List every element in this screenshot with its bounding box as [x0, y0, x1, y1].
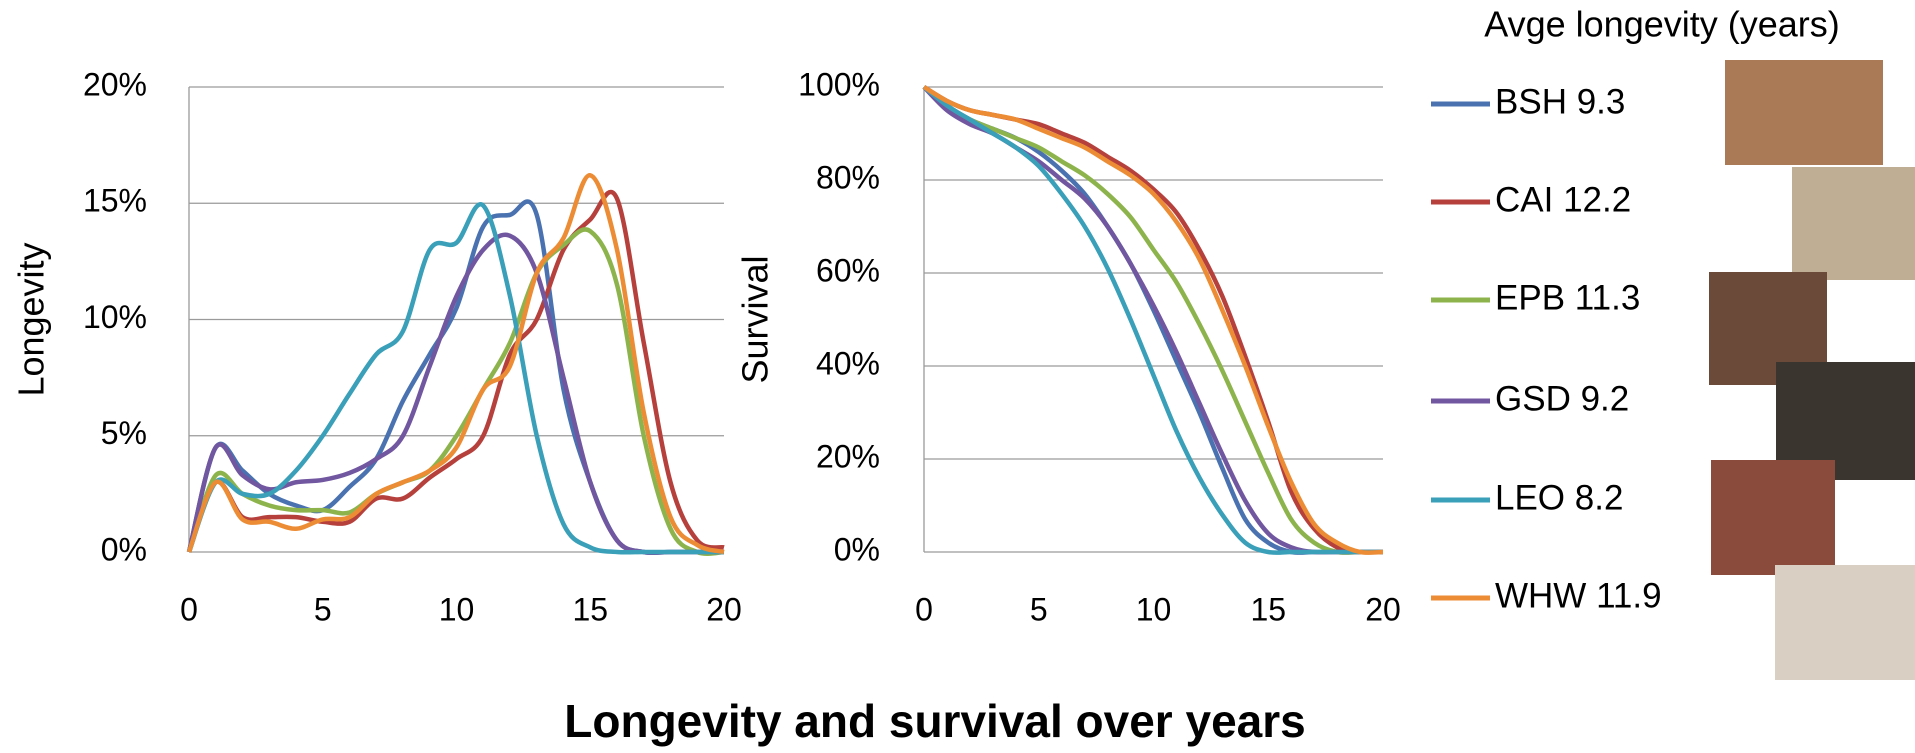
x-tick-label: 20: [1365, 591, 1401, 627]
legend-label: LEO 8.2: [1495, 478, 1623, 517]
series-line: [186, 227, 725, 556]
series-line: [922, 85, 1383, 555]
dog-photos: [1709, 60, 1915, 680]
dog-photo: [1711, 460, 1835, 575]
figure-title: Longevity and survival over years: [564, 695, 1305, 747]
y-tick-label: 20%: [83, 66, 147, 102]
y-tick-label: 15%: [83, 183, 147, 219]
x-tick-label: 0: [180, 591, 198, 627]
dog-photo: [1775, 565, 1915, 680]
y-tick-label: 40%: [816, 345, 880, 381]
x-tick-label: 20: [706, 591, 742, 627]
y-tick-label: 0%: [101, 531, 147, 567]
y-axis-label: Longevity: [11, 242, 52, 396]
x-tick-label: 15: [1250, 591, 1286, 627]
legend-label: EPB 11.3: [1495, 278, 1640, 317]
series-line: [186, 173, 725, 555]
y-axis-label: Survival: [735, 255, 776, 383]
x-tick-label: 10: [1136, 591, 1172, 627]
legend-label: GSD 9.2: [1495, 379, 1629, 418]
legend-label: CAI 12.2: [1495, 180, 1631, 219]
y-tick-label: 5%: [101, 415, 147, 451]
series-line: [922, 85, 1383, 555]
x-tick-label: 10: [439, 591, 475, 627]
y-tick-label: 100%: [798, 66, 880, 102]
series-line: [186, 199, 724, 556]
y-tick-label: 0%: [834, 531, 880, 567]
series-line: [922, 85, 1384, 555]
dog-photo: [1725, 60, 1883, 165]
x-tick-label: 5: [1030, 591, 1048, 627]
series-line: [922, 85, 1383, 555]
x-tick-label: 0: [915, 591, 933, 627]
y-tick-label: 60%: [816, 252, 880, 288]
legend-label: WHW 11.9: [1495, 576, 1662, 615]
legend-title: Avge longevity (years): [1484, 4, 1840, 45]
legend-label: BSH 9.3: [1495, 82, 1625, 121]
series-line: [922, 85, 1383, 555]
y-tick-label: 80%: [816, 159, 880, 195]
series-line: [186, 189, 725, 553]
y-tick-label: 20%: [816, 438, 880, 474]
x-tick-label: 15: [572, 591, 608, 627]
series-line: [186, 202, 724, 555]
y-tick-label: 10%: [83, 299, 147, 335]
x-tick-label: 5: [314, 591, 332, 627]
series-line: [922, 85, 1384, 555]
dog-photo: [1792, 167, 1915, 280]
